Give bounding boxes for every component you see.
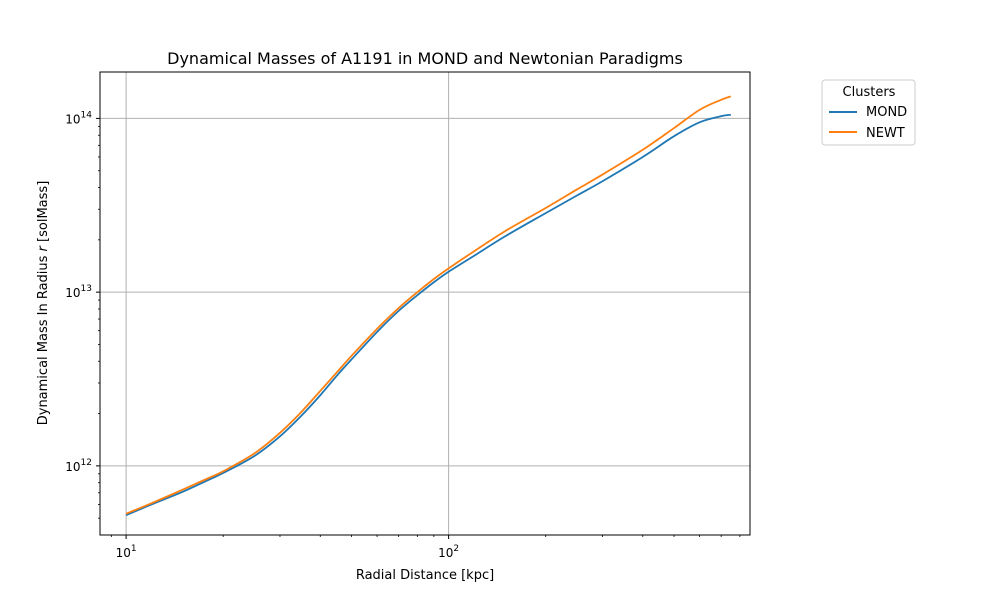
series-line-mond <box>125 113 731 517</box>
y-axis-label-part: r <box>36 244 51 251</box>
legend-title: Clusters <box>843 85 896 100</box>
y-axis-label: Dynamical Mass In Radius r [solMass] <box>36 181 51 426</box>
plot-frame <box>99 71 751 536</box>
plot-lines <box>125 95 732 517</box>
x-tick-label: 102 <box>438 544 459 560</box>
y-tick-label: 1013 <box>65 284 92 300</box>
y-tick-label: 1012 <box>65 458 92 474</box>
axis-ticks: 101 102 1012 1013 1014 <box>65 110 741 560</box>
x-axis-label: Radial Distance [kpc] <box>356 568 494 583</box>
chart-title: Dynamical Masses of A1191 in MOND and Ne… <box>167 49 683 68</box>
series-line-newt <box>125 95 732 515</box>
x-tick-label: 101 <box>116 544 137 560</box>
legend-label-mond: MOND <box>866 105 907 120</box>
legend-frame <box>821 79 916 146</box>
y-tick-label: 1014 <box>65 110 92 126</box>
y-axis-label-part: Dynamical Mass In Radius <box>36 251 51 425</box>
legend: Clusters MOND NEWT <box>821 79 916 146</box>
y-axis-label-part: [solMass] <box>36 181 51 246</box>
grid <box>100 72 750 535</box>
legend-label-newt: NEWT <box>866 126 905 141</box>
